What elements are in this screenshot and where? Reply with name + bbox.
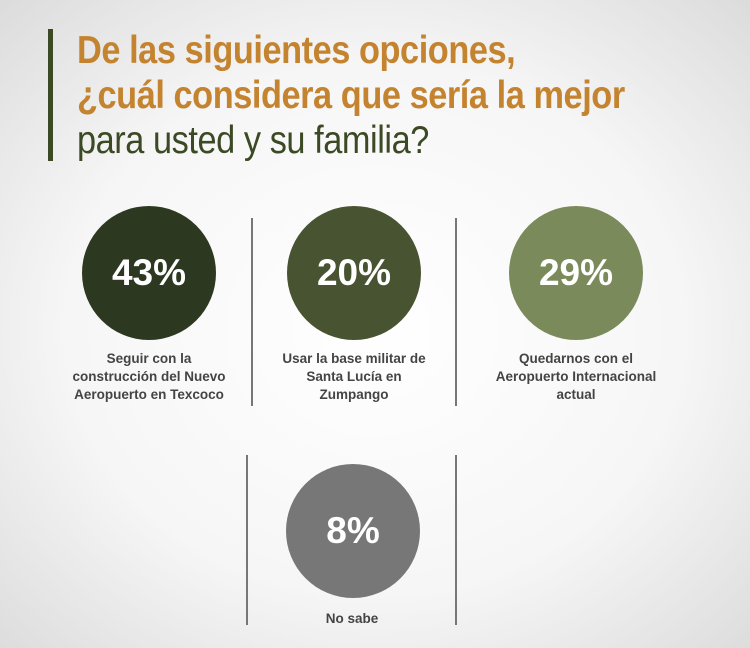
value-label: 8% [326, 510, 380, 551]
divider [246, 455, 248, 625]
value-label: 20% [316, 252, 392, 293]
value-circle-no-sabe: 8% [286, 464, 420, 598]
value-circle-actual: 29% [509, 206, 643, 340]
title-line-3: para usted y su familia? [77, 119, 429, 162]
category-label-actual: Quedarnos con el Aeropuerto Internacional… [495, 351, 657, 402]
title-line-2: ¿cuál considera que sería la mejor [77, 74, 625, 117]
category-label-no-sabe: No sabe [325, 611, 379, 626]
divider [455, 218, 457, 406]
category-label-santa-lucia: Usar la base militar de Santa Lucía en Zum… [282, 351, 426, 402]
divider [251, 218, 253, 406]
page-title: De las siguientes opciones, ¿cuál consid… [77, 28, 625, 163]
title-line-1: De las siguientes opciones, [77, 29, 516, 72]
value-circle-texcoco: 43% [82, 206, 216, 340]
value-label: 43% [111, 252, 187, 293]
divider [455, 455, 457, 625]
value-circle-santa-lucia: 20% [287, 206, 421, 340]
title-accent-bar [48, 29, 53, 161]
value-label: 29% [538, 252, 614, 293]
category-label-texcoco: Seguir con la construcción del Nuevo Aerop… [72, 351, 226, 402]
